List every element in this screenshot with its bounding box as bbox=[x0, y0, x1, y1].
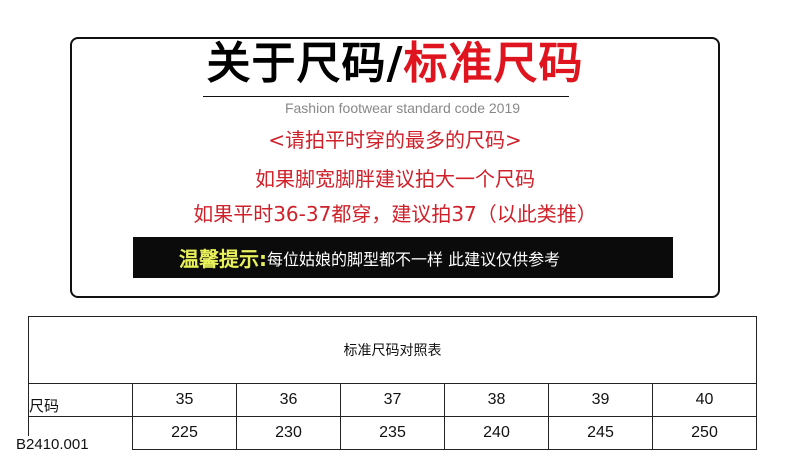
notice-label: 温馨提示: bbox=[179, 247, 267, 271]
size-table: 标准尺码对照表 尺码 35 36 37 38 39 40 225 230 235… bbox=[28, 316, 757, 450]
size-cell: 40 bbox=[652, 383, 757, 417]
tip-line: <请拍平时穿的最多的尺码> bbox=[268, 128, 522, 152]
product-code: B2410.001 bbox=[16, 436, 89, 453]
length-cell: 225 bbox=[132, 416, 237, 450]
length-cell: 240 bbox=[444, 416, 549, 450]
title-highlight: 标准尺码 bbox=[403, 38, 584, 89]
size-cell: 37 bbox=[340, 383, 445, 417]
notice-text: 每位姑娘的脚型都不一样 此建议仅供参考 bbox=[267, 249, 561, 269]
info-panel bbox=[70, 37, 720, 298]
length-cell: 245 bbox=[548, 416, 653, 450]
size-cell: 38 bbox=[444, 383, 549, 417]
tip-line: 如果脚宽脚胖建议拍大一个尺码 bbox=[255, 167, 535, 191]
subtitle: Fashion footwear standard code 2019 bbox=[284, 100, 521, 116]
table-row: 225 230 235 240 245 250 bbox=[28, 416, 757, 450]
length-cell: 250 bbox=[652, 416, 757, 450]
size-cell: 39 bbox=[548, 383, 653, 417]
notice-bar: 温馨提示: 每位姑娘的脚型都不一样 此建议仅供参考 bbox=[133, 237, 673, 278]
length-cell: 230 bbox=[236, 416, 341, 450]
table-title: 标准尺码对照表 bbox=[28, 316, 757, 384]
row-label: 尺码 bbox=[28, 383, 133, 417]
divider bbox=[203, 96, 569, 97]
title-prefix: 关于尺码/ bbox=[206, 38, 404, 89]
table-row: 尺码 35 36 37 38 39 40 bbox=[28, 383, 757, 417]
page-title: 关于尺码/标准尺码 bbox=[0, 36, 790, 92]
tip-line: 如果平时36-37都穿，建议拍37（以此类推） bbox=[193, 202, 597, 226]
size-cell: 36 bbox=[236, 383, 341, 417]
size-cell: 35 bbox=[132, 383, 237, 417]
length-cell: 235 bbox=[340, 416, 445, 450]
